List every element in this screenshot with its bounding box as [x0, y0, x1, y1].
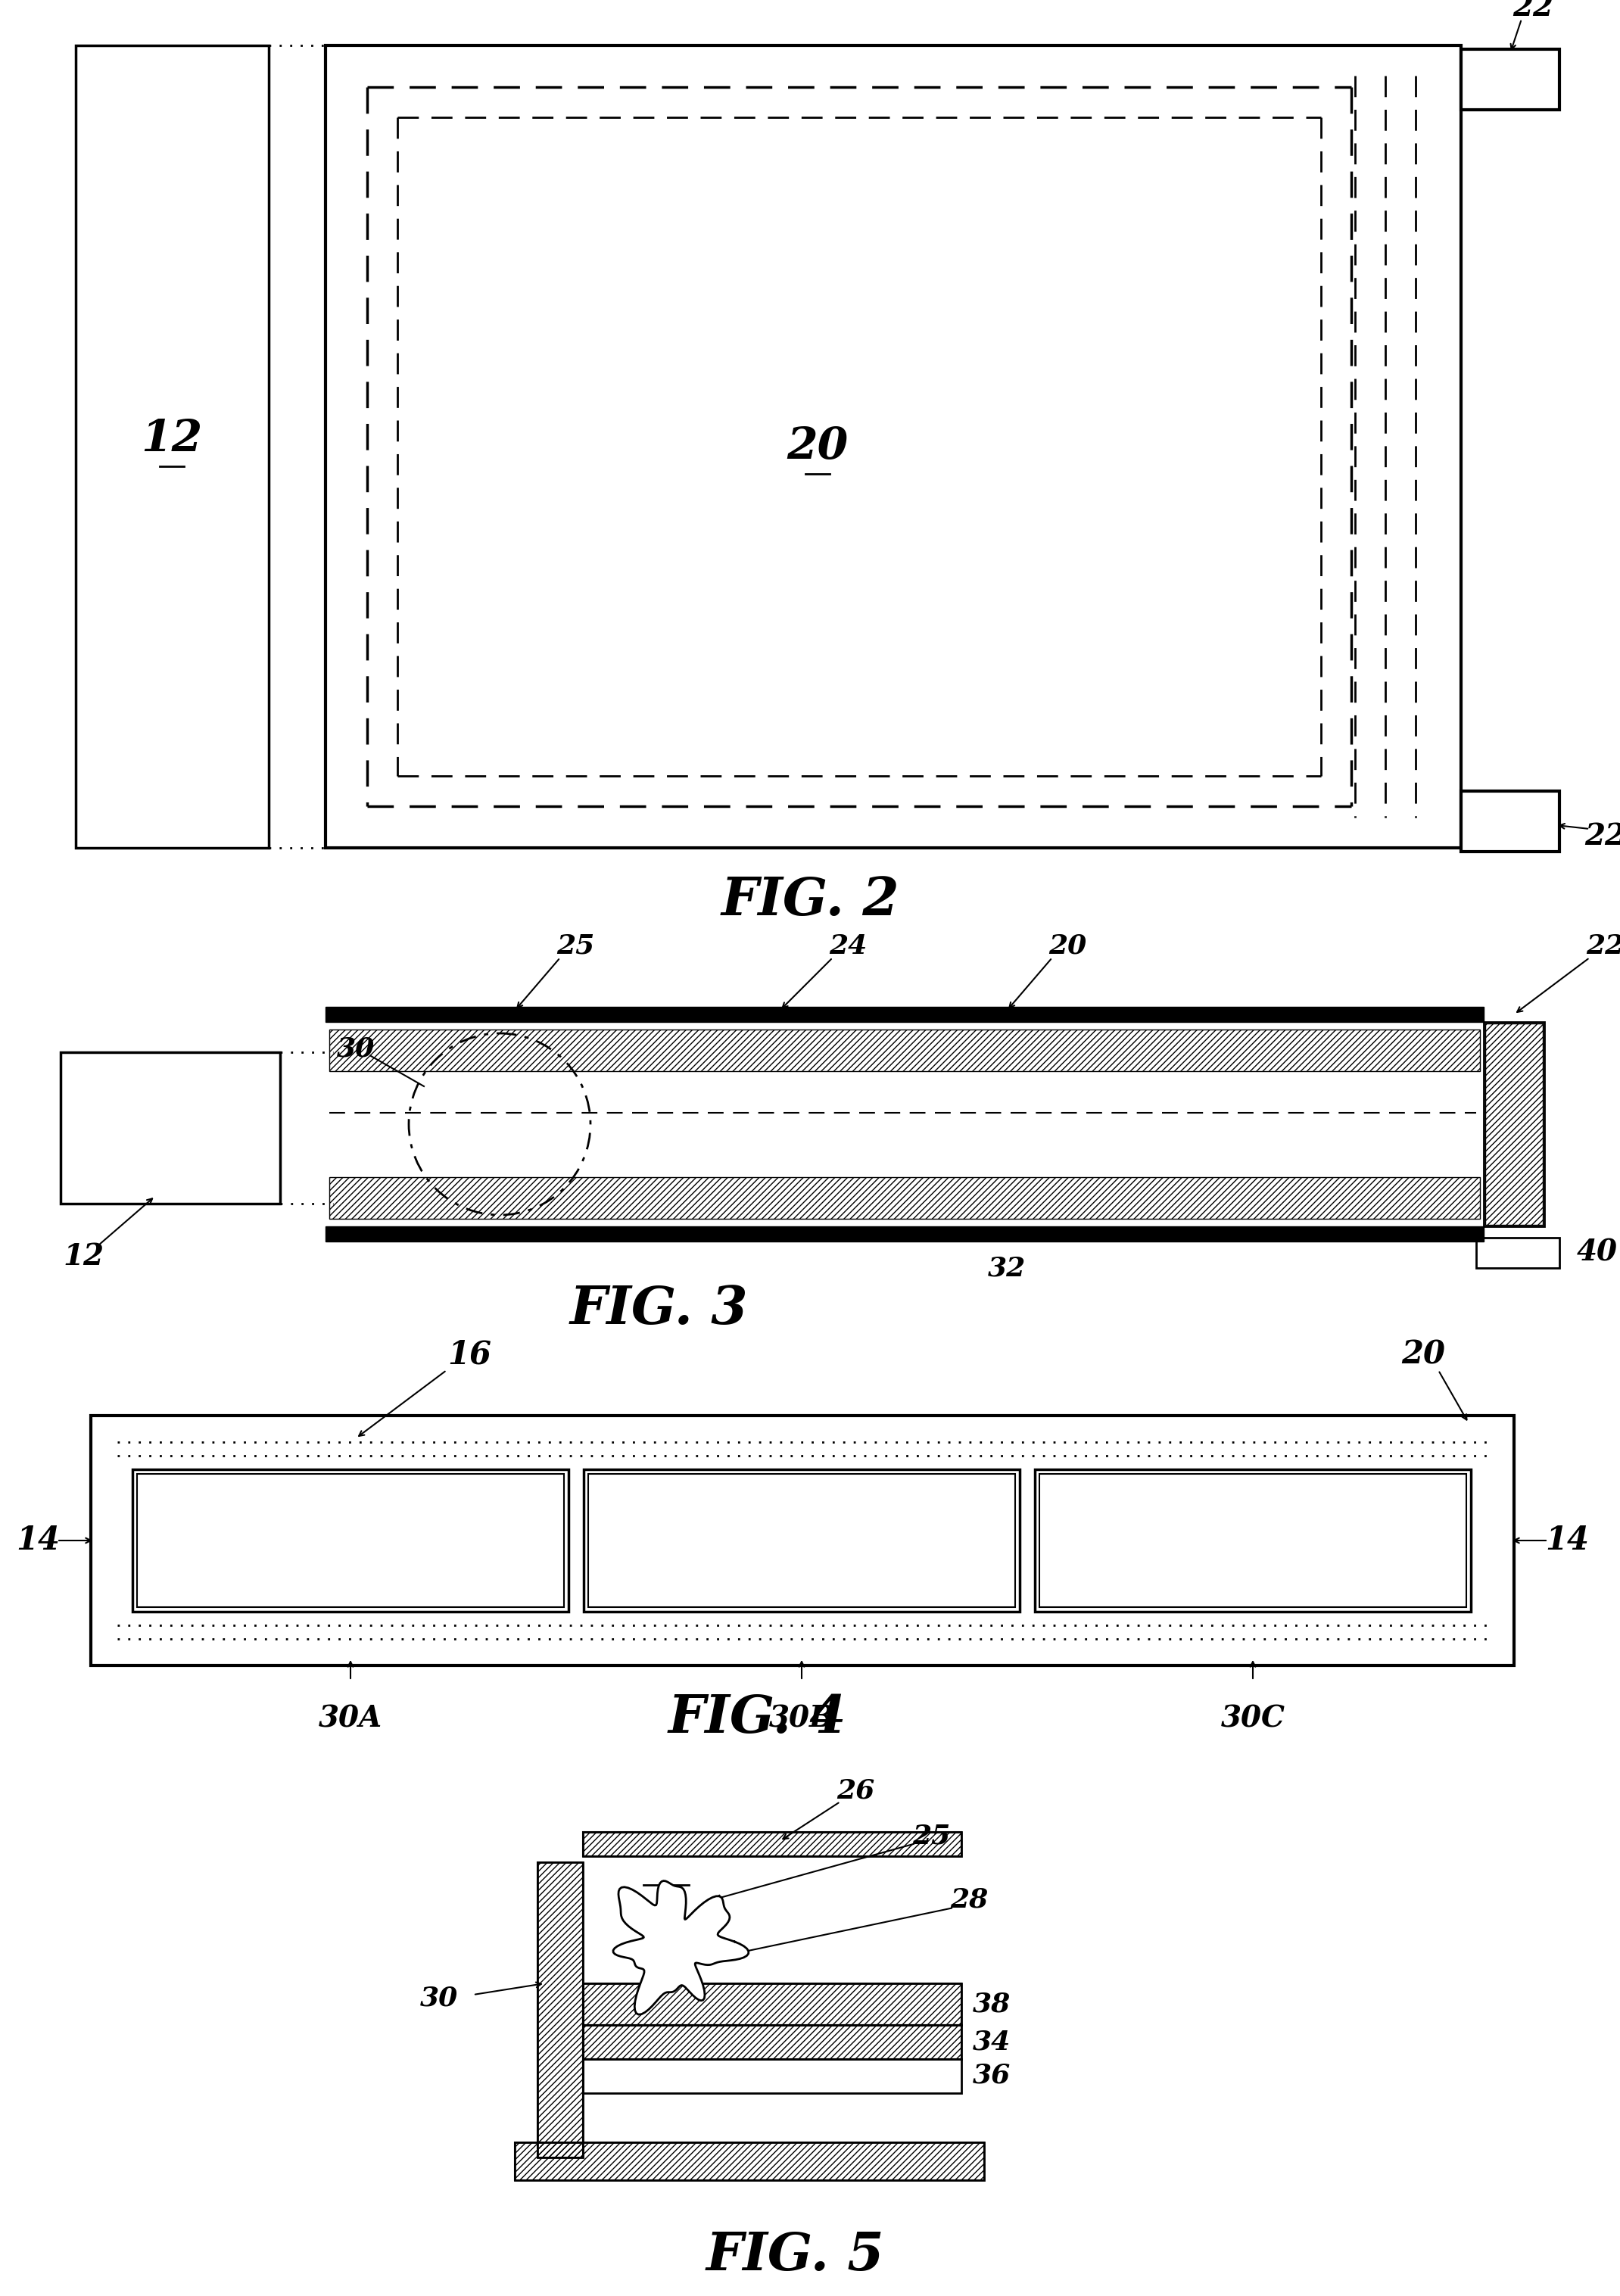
Bar [329, 1178, 1481, 1219]
Bar [583, 2025, 961, 2060]
Bar [583, 1469, 1019, 1612]
Bar [76, 46, 269, 847]
Text: FIG. 2: FIG. 2 [721, 875, 899, 925]
Bar [1461, 792, 1560, 852]
Bar [91, 1417, 1515, 1665]
Bar [583, 1832, 961, 1855]
Text: 25: 25 [912, 1823, 951, 1848]
Text: 20: 20 [787, 425, 849, 468]
Text: 30B: 30B [770, 1704, 834, 1733]
Text: 14: 14 [1545, 1525, 1589, 1557]
Text: 16: 16 [447, 1339, 491, 1371]
Bar [329, 1029, 1481, 1072]
Bar [326, 46, 1461, 847]
Text: 20: 20 [1401, 1339, 1445, 1371]
Bar [133, 1469, 569, 1612]
Text: 36: 36 [972, 2062, 1011, 2089]
Bar [326, 1008, 1484, 1022]
Bar [583, 2060, 961, 2094]
Bar [1476, 1238, 1560, 1267]
Text: 22: 22 [1586, 934, 1620, 960]
Bar [515, 2142, 983, 2181]
Text: 26: 26 [836, 1777, 875, 1802]
Polygon shape [614, 1880, 748, 2014]
Bar [583, 1984, 961, 2025]
Bar [60, 1052, 280, 1203]
Text: 34: 34 [972, 2030, 1011, 2055]
Text: 38: 38 [972, 1991, 1011, 2016]
Bar [1461, 48, 1560, 110]
Bar [1040, 1474, 1466, 1607]
Text: 30: 30 [420, 1986, 458, 2011]
Bar [538, 1862, 583, 2158]
Bar [1484, 1022, 1544, 1226]
Text: 22: 22 [1584, 822, 1620, 852]
Bar [583, 1984, 961, 2025]
Bar [1035, 1469, 1471, 1612]
Text: FIG. 3: FIG. 3 [569, 1283, 748, 1336]
Text: 14: 14 [16, 1525, 60, 1557]
Text: 40: 40 [1576, 1238, 1618, 1267]
Text: FIG. 5: FIG. 5 [706, 2229, 885, 2282]
Bar [138, 1474, 564, 1607]
Text: 22: 22 [1513, 0, 1554, 23]
Text: FIG. 4: FIG. 4 [667, 1692, 846, 1745]
Bar [588, 1474, 1016, 1607]
Text: 25: 25 [556, 934, 595, 960]
Text: 30C: 30C [1221, 1704, 1285, 1733]
Text: 24: 24 [829, 934, 867, 960]
Bar [538, 1862, 583, 2158]
Text: 28: 28 [949, 1887, 988, 1913]
Text: 32: 32 [988, 1256, 1025, 1281]
Text: 30A: 30A [319, 1704, 382, 1733]
Bar [583, 1832, 961, 1855]
Bar [515, 2142, 983, 2181]
Text: 12: 12 [141, 418, 202, 461]
Text: 20: 20 [1048, 934, 1087, 960]
Bar [583, 2025, 961, 2060]
Bar [326, 1226, 1484, 1242]
Bar [1486, 1024, 1542, 1224]
Text: 30: 30 [337, 1035, 374, 1061]
Text: 12: 12 [63, 1242, 104, 1272]
